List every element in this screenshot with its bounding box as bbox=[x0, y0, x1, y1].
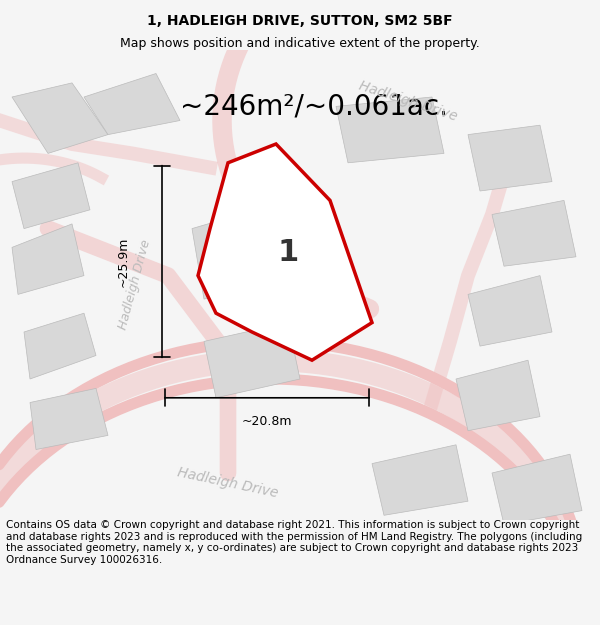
Polygon shape bbox=[492, 201, 576, 266]
Polygon shape bbox=[12, 224, 84, 294]
Polygon shape bbox=[84, 74, 180, 134]
Polygon shape bbox=[192, 201, 300, 299]
Text: ~20.8m: ~20.8m bbox=[242, 415, 292, 428]
Polygon shape bbox=[12, 83, 108, 153]
Text: Map shows position and indicative extent of the property.: Map shows position and indicative extent… bbox=[120, 38, 480, 51]
Text: ~25.9m: ~25.9m bbox=[116, 236, 130, 287]
Polygon shape bbox=[456, 360, 540, 431]
Polygon shape bbox=[12, 162, 90, 229]
Text: Hadleigh Drive: Hadleigh Drive bbox=[176, 465, 280, 500]
Polygon shape bbox=[492, 454, 582, 525]
Polygon shape bbox=[372, 445, 468, 515]
Text: ~246m²/~0.061ac.: ~246m²/~0.061ac. bbox=[180, 92, 448, 121]
Text: 1, HADLEIGH DRIVE, SUTTON, SM2 5BF: 1, HADLEIGH DRIVE, SUTTON, SM2 5BF bbox=[147, 14, 453, 28]
Polygon shape bbox=[336, 97, 444, 162]
Text: Contains OS data © Crown copyright and database right 2021. This information is : Contains OS data © Crown copyright and d… bbox=[6, 520, 582, 565]
Polygon shape bbox=[198, 144, 372, 360]
Polygon shape bbox=[468, 276, 552, 346]
Text: Hadleigh Drive: Hadleigh Drive bbox=[357, 79, 459, 124]
Text: Hadleigh Drive: Hadleigh Drive bbox=[117, 239, 153, 331]
Polygon shape bbox=[30, 388, 108, 449]
Polygon shape bbox=[468, 125, 552, 191]
Polygon shape bbox=[24, 313, 96, 379]
Text: 1: 1 bbox=[277, 238, 299, 267]
Polygon shape bbox=[204, 322, 300, 398]
